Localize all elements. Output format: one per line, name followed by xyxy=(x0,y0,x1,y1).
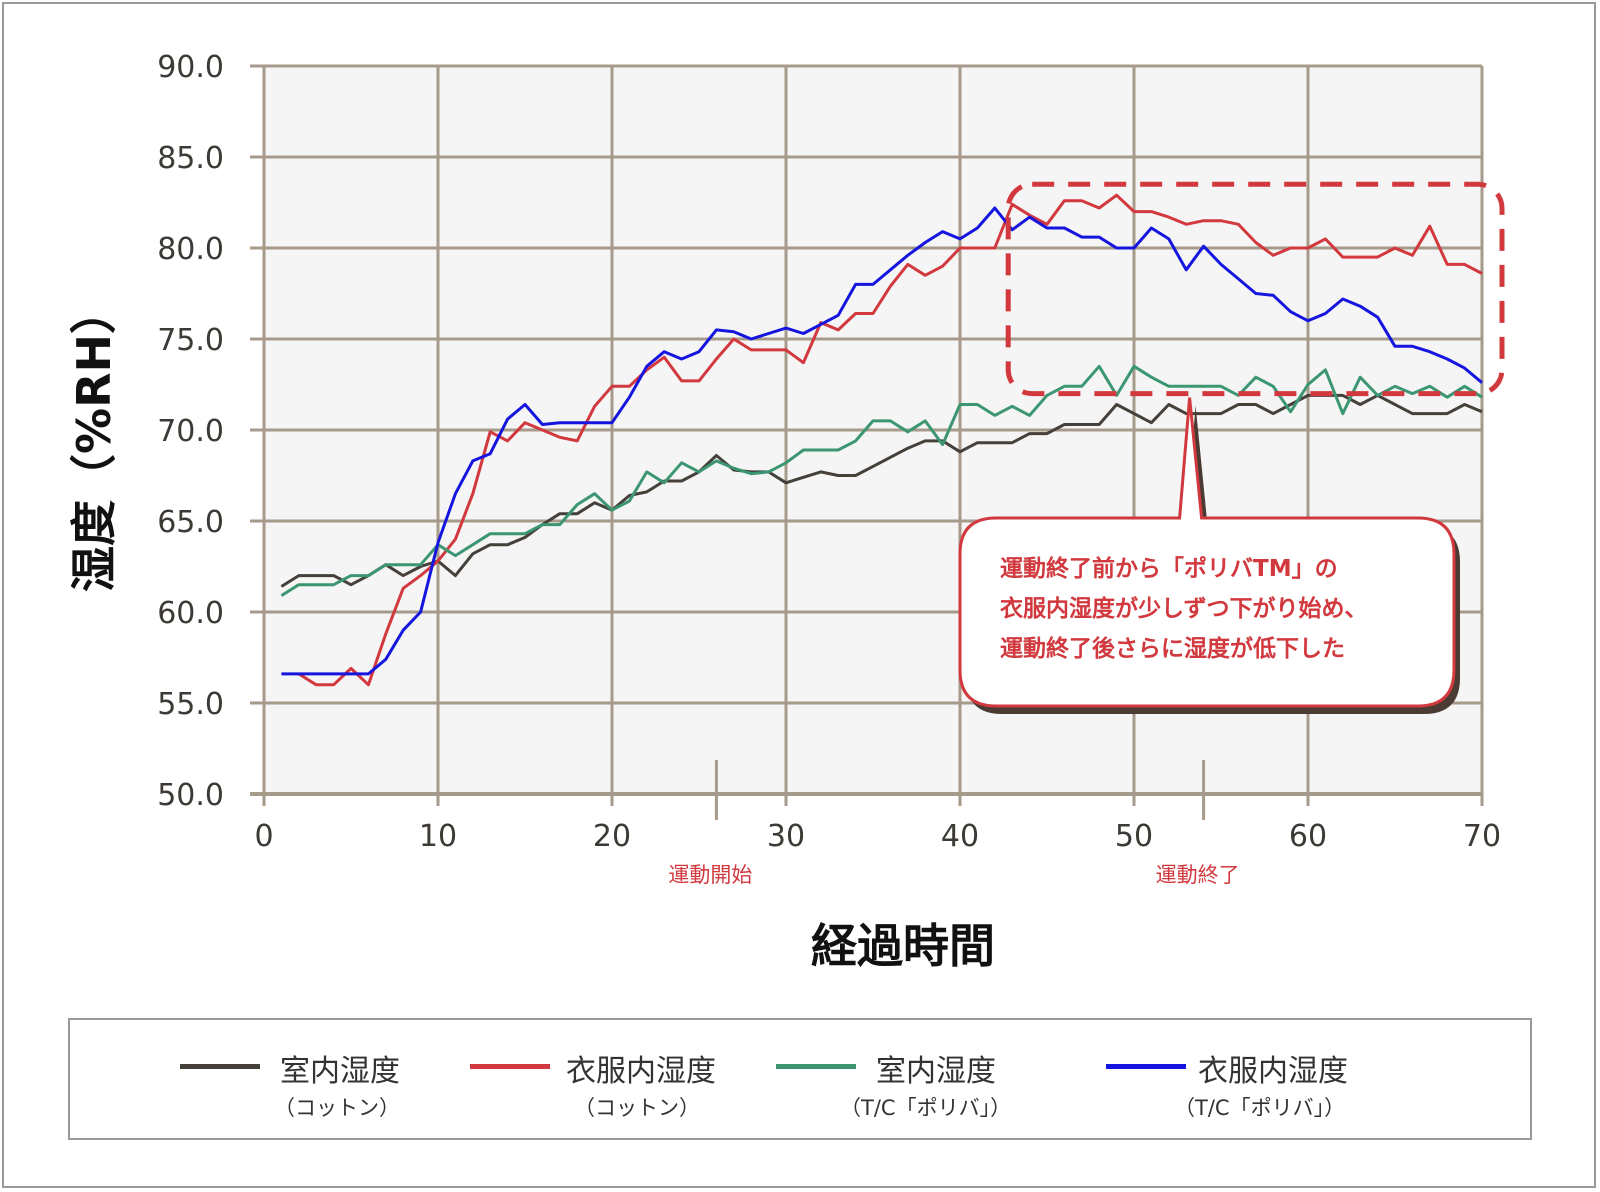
legend-sublabel: （T/C「ポリバ」） xyxy=(840,1096,1012,1120)
x-tick-label: 20 xyxy=(593,819,631,854)
y-tick-label: 50.0 xyxy=(157,778,224,813)
legend-item-clothing-polyba: 衣服内湿度 （T/C「ポリバ」） xyxy=(1106,1020,1436,1138)
legend-sublabel: （コットン） xyxy=(574,1096,700,1120)
x-tick-label: 50 xyxy=(1115,819,1153,854)
series-line-0 xyxy=(280,393,1483,588)
x-tick-label: 10 xyxy=(419,819,457,854)
series-line-2 xyxy=(280,364,1483,597)
y-tick-label: 55.0 xyxy=(157,687,224,722)
legend-swatch xyxy=(470,1064,550,1069)
y-tick-label: 90.0 xyxy=(157,50,224,85)
callout-bubble xyxy=(958,397,1456,708)
legend-item-indoor-cotton: 室内湿度 （コットン） xyxy=(180,1020,440,1138)
legend-item-indoor-polyba: 室内湿度 （T/C「ポリバ」） xyxy=(776,1020,1076,1138)
y-axis-title: 湿度（%RH） xyxy=(67,288,121,592)
y-tick-label: 75.0 xyxy=(157,323,224,358)
legend-label: 衣服内湿度 xyxy=(1198,1054,1348,1089)
series-line-1 xyxy=(298,193,1483,687)
callout-line: 衣服内湿度が少しずつ下がり始め、 xyxy=(1000,595,1368,622)
legend-label: 室内湿度 xyxy=(280,1054,400,1089)
legend-sublabel: （コットン） xyxy=(274,1096,400,1120)
legend-swatch xyxy=(776,1064,856,1069)
x-axis-title: 経過時間 xyxy=(811,919,995,973)
y-tick-label: 80.0 xyxy=(157,232,224,267)
y-tick-label: 65.0 xyxy=(157,505,224,540)
x-tick-label: 70 xyxy=(1463,819,1501,854)
legend-item-clothing-cotton: 衣服内湿度 （コットン） xyxy=(470,1020,770,1138)
y-tick-label: 70.0 xyxy=(157,414,224,449)
x-tick-label: 0 xyxy=(254,819,273,854)
legend-label: 衣服内湿度 xyxy=(566,1054,716,1089)
event-marker-label: 運動終了 xyxy=(1156,863,1240,887)
legend-swatch xyxy=(1106,1064,1186,1069)
highlight-region xyxy=(1005,181,1505,397)
legend: 室内湿度 （コットン） 衣服内湿度 （コットン） 室内湿度 （T/C「ポリバ」）… xyxy=(68,1018,1532,1140)
y-tick-label: 85.0 xyxy=(157,141,224,176)
legend-swatch xyxy=(180,1064,260,1069)
series-line-3 xyxy=(281,206,1483,676)
callout-line: 運動終了後さらに湿度が低下した xyxy=(1000,635,1345,662)
x-tick-label: 40 xyxy=(941,819,979,854)
legend-label: 室内湿度 xyxy=(876,1054,996,1089)
x-tick-label: 60 xyxy=(1289,819,1327,854)
y-tick-label: 60.0 xyxy=(157,596,224,631)
callout-line: 運動終了前から「ポリバTM」の xyxy=(1000,555,1338,582)
x-tick-label: 30 xyxy=(767,819,805,854)
legend-sublabel: （T/C「ポリバ」） xyxy=(1174,1096,1346,1120)
event-marker-label: 運動開始 xyxy=(668,863,752,887)
